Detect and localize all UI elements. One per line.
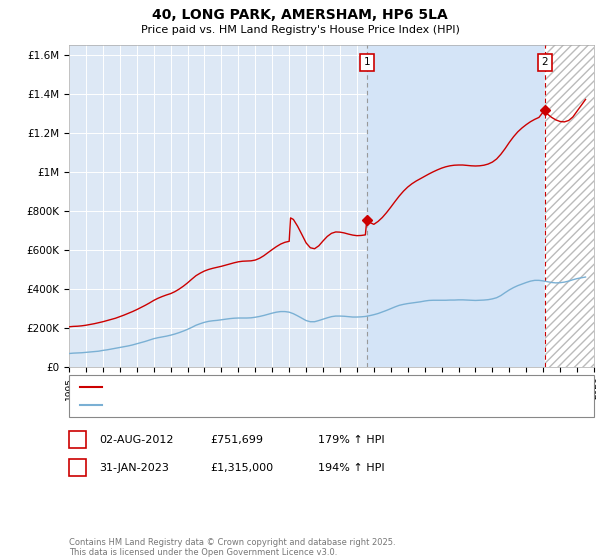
Text: Contains HM Land Registry data © Crown copyright and database right 2025.
This d: Contains HM Land Registry data © Crown c… <box>69 538 395 557</box>
Text: £751,699: £751,699 <box>210 435 263 445</box>
Text: 179% ↑ HPI: 179% ↑ HPI <box>318 435 385 445</box>
Text: 1: 1 <box>74 435 81 445</box>
Text: 40, LONG PARK, AMERSHAM, HP6 5LA: 40, LONG PARK, AMERSHAM, HP6 5LA <box>152 8 448 22</box>
Text: 1: 1 <box>364 57 370 67</box>
Bar <box>367 45 545 367</box>
Bar <box>545 45 594 367</box>
Bar <box>545 45 594 367</box>
Text: £1,315,000: £1,315,000 <box>210 463 273 473</box>
Text: 40, LONG PARK, AMERSHAM, HP6 5LA (semi-detached house): 40, LONG PARK, AMERSHAM, HP6 5LA (semi-d… <box>106 382 407 392</box>
Text: 02-AUG-2012: 02-AUG-2012 <box>99 435 173 445</box>
Text: 31-JAN-2023: 31-JAN-2023 <box>99 463 169 473</box>
Text: Price paid vs. HM Land Registry's House Price Index (HPI): Price paid vs. HM Land Registry's House … <box>140 25 460 35</box>
Text: HPI: Average price, semi-detached house, Buckinghamshire: HPI: Average price, semi-detached house,… <box>106 400 398 410</box>
Text: 2: 2 <box>74 463 81 473</box>
Text: 194% ↑ HPI: 194% ↑ HPI <box>318 463 385 473</box>
Text: 2: 2 <box>541 57 548 67</box>
